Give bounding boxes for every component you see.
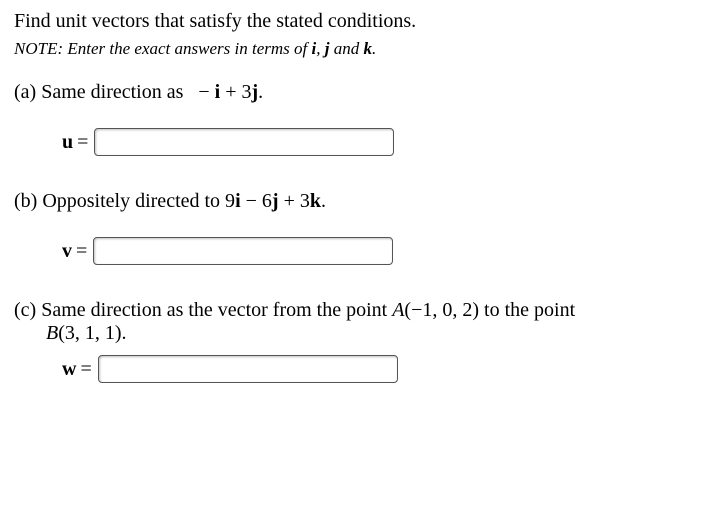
- c-A: A: [392, 299, 404, 321]
- c-var: w: [62, 358, 76, 381]
- c-mid: to the point: [479, 299, 575, 321]
- part-c-answer-row: w =: [14, 355, 695, 383]
- b-m1: − 6: [241, 190, 272, 212]
- b-end: .: [321, 190, 326, 212]
- a-eq: =: [77, 131, 88, 154]
- part-c: (c) Same direction as the vector from th…: [14, 299, 695, 383]
- part-c-label-line2: B(3, 1, 1).: [14, 322, 695, 345]
- a-end: .: [258, 81, 263, 103]
- a-var: u: [62, 131, 73, 154]
- note-text: NOTE: Enter the exact answers in terms o…: [14, 39, 695, 59]
- b-j: j: [272, 190, 279, 212]
- a-plus: + 3: [220, 81, 251, 103]
- part-a: (a) Same direction as − i + 3j. u =: [14, 81, 695, 156]
- answer-input-w[interactable]: [98, 355, 398, 383]
- note-k: k: [363, 39, 372, 58]
- problem-prompt: Find unit vectors that satisfy the state…: [14, 10, 695, 33]
- note-sep1: ,: [316, 39, 325, 58]
- b-pre: (b) Oppositely directed to 9: [14, 190, 235, 212]
- b-var: v: [62, 240, 72, 263]
- b-m2: + 3: [279, 190, 310, 212]
- part-b-label: (b) Oppositely directed to 9i − 6j + 3k.: [14, 190, 695, 213]
- c-Bargs: (3, 1, 1).: [58, 322, 126, 344]
- c-B: B: [46, 322, 58, 344]
- note-prefix: NOTE: Enter the exact answers in terms o…: [14, 39, 311, 58]
- c-eq: =: [80, 358, 91, 381]
- part-a-label: (a) Same direction as − i + 3j.: [14, 81, 695, 104]
- c-pre: (c) Same direction as the vector from th…: [14, 299, 392, 321]
- part-a-answer-row: u =: [14, 128, 695, 156]
- b-k: k: [310, 190, 321, 212]
- note-end: .: [372, 39, 376, 58]
- part-c-label-line1: (c) Same direction as the vector from th…: [14, 299, 695, 322]
- part-b-answer-row: v =: [14, 237, 695, 265]
- part-b: (b) Oppositely directed to 9i − 6j + 3k.…: [14, 190, 695, 265]
- answer-input-u[interactable]: [94, 128, 394, 156]
- answer-input-v[interactable]: [93, 237, 393, 265]
- b-eq: =: [76, 240, 87, 263]
- a-pre: (a) Same direction as −: [14, 81, 215, 103]
- note-mid: and: [329, 39, 363, 58]
- c-Aargs: (−1, 0, 2): [404, 299, 479, 321]
